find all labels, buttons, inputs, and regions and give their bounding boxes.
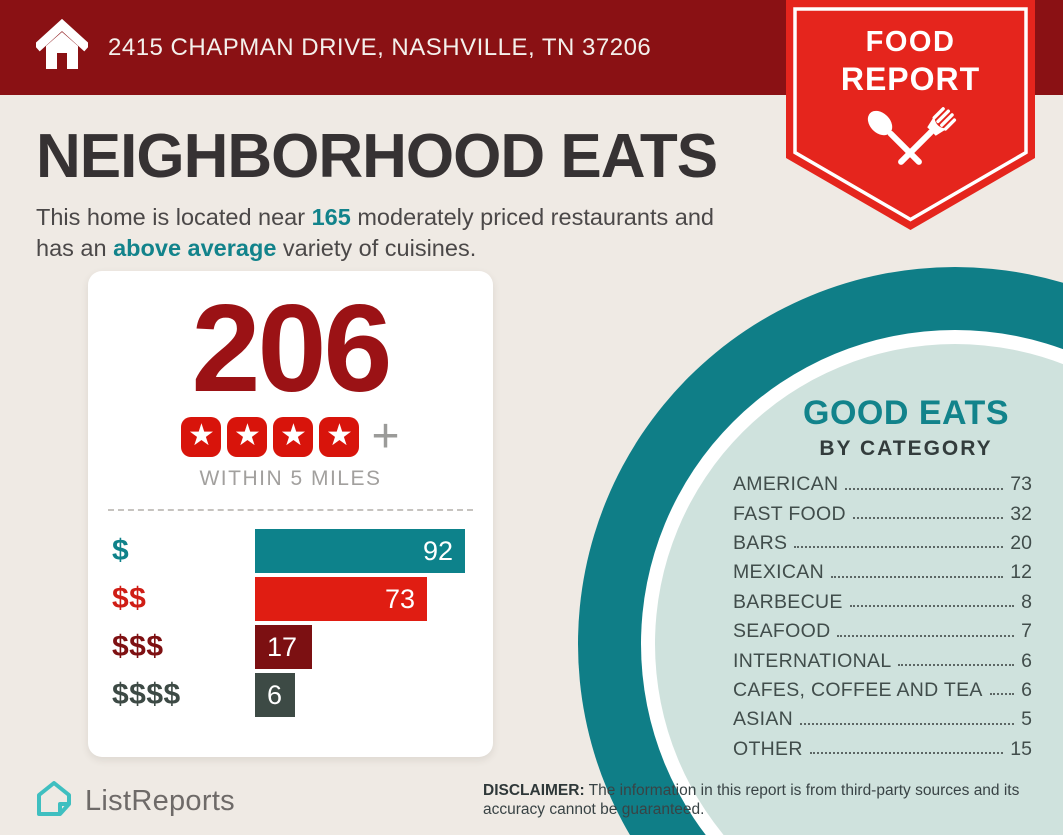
category-count: 20 [1010,531,1032,554]
category-count: 5 [1021,708,1032,731]
category-name: MEXICAN [733,561,824,584]
dotted-leader [830,575,1004,578]
dotted-leader [800,722,1015,725]
price-tier-label: $$ [112,582,147,615]
page-title: NEIGHBORHOOD EATS [36,122,718,191]
dotted-leader [898,664,1015,667]
category-count: 6 [1021,649,1032,672]
brand-name: ListReports [85,785,235,817]
category-count: 73 [1010,473,1032,496]
good-eats-title: GOOD EATS [803,394,1009,432]
star-icon: ★ [227,417,268,457]
property-address: 2415 CHAPMAN DRIVE, NASHVILLE, TN 37206 [108,33,652,61]
dotted-leader [809,752,1004,755]
category-name: CAFES, COFFEE AND TEA [733,678,983,701]
crossed-spoon-and-fork-icon [867,107,957,165]
category-count: 15 [1010,737,1032,760]
restaurant-stats-card: 206 ★ ★ ★ ★ + WITHIN 5 MILES $92 $$ 73 $$$ 17 $$$… [88,271,493,757]
category-row: AMERICAN 73 [733,470,1032,499]
price-tier-label: $$$$ [112,678,181,711]
price-tier-bar: 17 [255,625,312,669]
category-count: 7 [1021,620,1032,643]
dotted-leader [794,546,1004,549]
category-row: INTERNATIONAL 6 [733,646,1032,675]
price-tier-label: $$$ [112,630,164,663]
category-row: ASIAN 5 [733,705,1032,734]
category-name: BARBECUE [733,590,843,613]
price-tier-bar: 92 [255,529,465,573]
category-row: OTHER 15 [733,735,1032,764]
category-name: ASIAN [733,708,794,731]
category-name: INTERNATIONAL [733,649,892,672]
disclaimer-label: DISCLAIMER: [483,782,585,799]
category-count: 32 [1010,502,1032,525]
intro-section: NEIGHBORHOOD EATS This home is located n… [36,126,776,264]
food-report-badge: FOOD REPORT [786,0,1035,231]
category-name: FAST FOOD [733,502,846,525]
category-row: BARS 20 [733,529,1032,558]
home-icon [33,17,91,78]
star-icon: ★ [319,417,360,457]
category-count: 12 [1010,561,1032,584]
variety-highlight: above average [113,235,277,262]
dotted-leader [989,693,1015,696]
dotted-leader [849,605,1015,608]
badge-title: FOOD REPORT [840,26,981,97]
category-row: FAST FOOD 32 [733,499,1032,528]
good-eats-subtitle: BY CATEGORY [819,437,993,460]
good-eats-header: GOOD EATS BY CATEGORY [745,394,1063,461]
star-icon: ★ [181,417,222,457]
price-tier-bar: 73 [255,577,427,621]
category-count: 6 [1021,678,1032,701]
category-name: OTHER [733,737,803,760]
star-rating: ★ ★ ★ ★ + [88,410,493,463]
category-name: BARS [733,531,788,554]
category-row: BARBECUE 8 [733,588,1032,617]
price-bar-row: $$$$ 6 [88,671,493,719]
price-bar-row: $$$ 17 [88,623,493,671]
dotted-leader [845,487,1004,490]
disclaimer: DISCLAIMER: The information in this repo… [483,782,1020,818]
price-tier-bar-chart: $92 $$ 73 $$$ 17 $$$$ 6 [88,527,493,719]
total-restaurant-count: 206 [191,280,393,418]
category-name: SEAFOOD [733,620,831,643]
star-icon: ★ [273,417,314,457]
restaurant-count: 165 [311,204,351,230]
intro-text: This home is located near 165 moderately… [36,204,714,262]
category-row: MEXICAN 12 [733,558,1032,587]
category-count: 8 [1021,590,1032,613]
price-tier-label: $ [112,534,130,567]
price-bar-row: $$ 73 [88,575,493,623]
category-row: CAFES, COFFEE AND TEA 6 [733,676,1032,705]
listreports-logo: ListReports [33,778,235,825]
listreports-house-page-icon [33,778,75,825]
dotted-leader [837,634,1015,637]
radius-label: WITHIN 5 MILES [199,467,382,490]
price-tier-bar: 6 [255,673,295,717]
category-name: AMERICAN [733,473,839,496]
dotted-leader [852,517,1004,520]
dashed-divider [108,509,473,511]
category-row: SEAFOOD 7 [733,617,1032,646]
plus-sign: + [371,410,400,463]
price-bar-row: $92 [88,527,493,575]
category-list: AMERICAN 73 FAST FOOD 32 BARS 20 MEXICAN 12 BARB… [733,470,1032,764]
